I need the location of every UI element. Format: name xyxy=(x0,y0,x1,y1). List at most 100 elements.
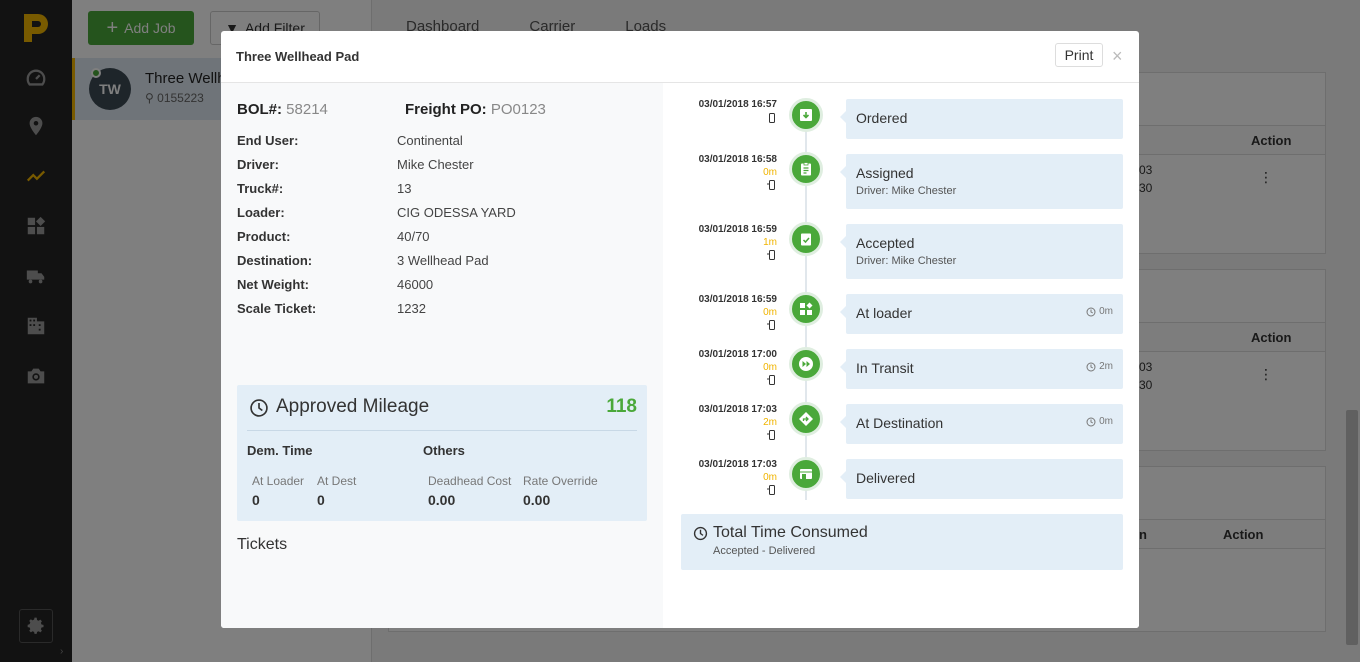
clock-icon xyxy=(1086,417,1096,426)
approved-mileage-value: 118 xyxy=(606,396,637,417)
field-value: 3 Wellhead Pad xyxy=(397,253,489,268)
archive-download-icon xyxy=(800,109,812,121)
mobile-device-icon xyxy=(769,113,775,123)
approved-mileage-panel: Approved Mileage 118 Dem. Time Others At… xyxy=(237,385,647,521)
event-icon-circle xyxy=(789,98,823,132)
field-value: 46000 xyxy=(397,277,434,292)
event-icon-circle xyxy=(789,457,823,491)
field-label: Driver: xyxy=(237,157,279,172)
total-time-range: Accepted - Delivered xyxy=(713,545,816,557)
event-label: At Destination xyxy=(856,415,944,431)
event-timestamp: 03/01/2018 17:00 xyxy=(698,349,777,360)
field-value: 1232 xyxy=(397,301,426,316)
mobile-sync-icon xyxy=(767,375,775,385)
load-details-panel: BOL#: 58214 Freight PO: PO0123 End User:… xyxy=(221,83,663,628)
event-label: Accepted xyxy=(856,235,915,251)
event-sub: Driver: Mike Chester xyxy=(856,185,957,197)
freight-po: Freight PO: PO0123 xyxy=(405,101,546,118)
clock-icon xyxy=(250,399,268,417)
event-label: At loader xyxy=(856,305,913,321)
event-card-assigned: Assigned Driver: Mike Chester xyxy=(840,154,1123,209)
modal-header: Three Wellhead Pad Print × xyxy=(221,31,1139,83)
event-duration: 1m xyxy=(763,237,777,248)
clock-icon xyxy=(1086,362,1096,371)
fast-forward-icon xyxy=(799,357,813,371)
bol-value: 58214 xyxy=(286,101,328,118)
field-label: Truck#: xyxy=(237,181,284,196)
rate-override-value: 0.00 xyxy=(523,492,551,508)
at-loader-value: 0 xyxy=(252,492,260,508)
field-label: Product: xyxy=(237,229,291,244)
field-value: 40/70 xyxy=(397,229,430,244)
dem-time-heading: Dem. Time xyxy=(247,443,313,458)
event-timestamp: 03/01/2018 17:03 xyxy=(698,404,777,415)
load-detail-modal: Three Wellhead Pad Print × BOL#: 58214 F… xyxy=(221,31,1139,628)
field-value: Mike Chester xyxy=(397,157,474,172)
directions-icon xyxy=(799,412,813,426)
clock-icon xyxy=(693,526,708,541)
bol-number: BOL#: 58214 xyxy=(237,101,328,118)
event-elapsed-value: 2m xyxy=(1099,361,1113,372)
event-elapsed: 0m xyxy=(1086,416,1113,427)
event-icon-circle xyxy=(789,347,823,381)
event-card-ordered: Ordered xyxy=(840,99,1123,139)
field-value: CIG ODESSA YARD xyxy=(397,205,516,220)
event-timestamp: 03/01/2018 16:59 xyxy=(698,224,777,235)
event-timestamp: 03/01/2018 17:03 xyxy=(698,459,777,470)
event-label: Delivered xyxy=(856,470,916,486)
deadhead-cost-value: 0.00 xyxy=(428,492,456,508)
event-duration: 2m xyxy=(763,417,777,428)
field-value: Continental xyxy=(397,133,463,148)
at-loader-label: At Loader xyxy=(252,474,305,488)
at-dest-value: 0 xyxy=(317,492,325,508)
field-value: 13 xyxy=(397,181,412,196)
event-elapsed-value: 0m xyxy=(1099,306,1113,317)
event-sub: Driver: Mike Chester xyxy=(856,255,957,267)
clock-icon xyxy=(1086,307,1096,316)
event-card-accepted: Accepted Driver: Mike Chester xyxy=(840,224,1123,279)
field-label: Scale Ticket: xyxy=(237,301,317,316)
field-label: End User: xyxy=(237,133,299,148)
status-timeline: 03/01/2018 16:57 Ordered 03/01/2018 16:5… xyxy=(663,83,1139,628)
event-card-in-transit: In Transit 2m xyxy=(840,349,1123,389)
event-timestamp: 03/01/2018 16:58 xyxy=(698,154,777,165)
event-card-delivered: Delivered xyxy=(840,459,1123,499)
event-timestamp: 03/01/2018 16:57 xyxy=(698,99,777,110)
field-label: Loader: xyxy=(237,205,285,220)
mobile-sync-icon xyxy=(767,430,775,440)
mobile-sync-icon xyxy=(767,180,775,190)
modal-title: Three Wellhead Pad xyxy=(236,49,360,64)
close-icon[interactable]: × xyxy=(1112,46,1123,66)
rate-override-label: Rate Override xyxy=(523,474,598,488)
event-icon-circle xyxy=(789,222,823,256)
event-label: Ordered xyxy=(856,110,908,126)
event-icon-circle xyxy=(789,292,823,326)
event-label: In Transit xyxy=(856,360,914,376)
event-elapsed-value: 0m xyxy=(1099,416,1113,427)
event-card-at-destination: At Destination 0m xyxy=(840,404,1123,444)
event-duration: 0m xyxy=(763,167,777,178)
mobile-sync-icon xyxy=(767,320,775,330)
event-elapsed: 0m xyxy=(1086,306,1113,317)
mobile-sync-icon xyxy=(767,250,775,260)
mobile-sync-icon xyxy=(767,485,775,495)
field-label: Net Weight: xyxy=(237,277,309,292)
others-heading: Others xyxy=(423,443,465,458)
widgets-icon xyxy=(800,302,813,315)
total-time-title: Total Time Consumed xyxy=(713,524,868,541)
event-card-at-loader: At loader 0m xyxy=(840,294,1123,334)
event-duration: 0m xyxy=(763,362,777,373)
field-label: Destination: xyxy=(237,253,313,268)
bol-label: BOL#: xyxy=(237,101,282,118)
print-button[interactable]: Print xyxy=(1055,43,1103,67)
store-icon xyxy=(800,469,812,479)
total-time-panel: Total Time Consumed Accepted - Delivered xyxy=(681,514,1123,570)
event-label: Assigned xyxy=(856,165,914,181)
tickets-heading: Tickets xyxy=(237,536,288,553)
event-timestamp: 03/01/2018 16:59 xyxy=(698,294,777,305)
divider xyxy=(247,430,637,431)
event-duration: 0m xyxy=(763,307,777,318)
po-label: Freight PO: xyxy=(405,101,487,118)
clipboard-icon xyxy=(801,162,811,176)
event-elapsed: 2m xyxy=(1086,361,1113,372)
